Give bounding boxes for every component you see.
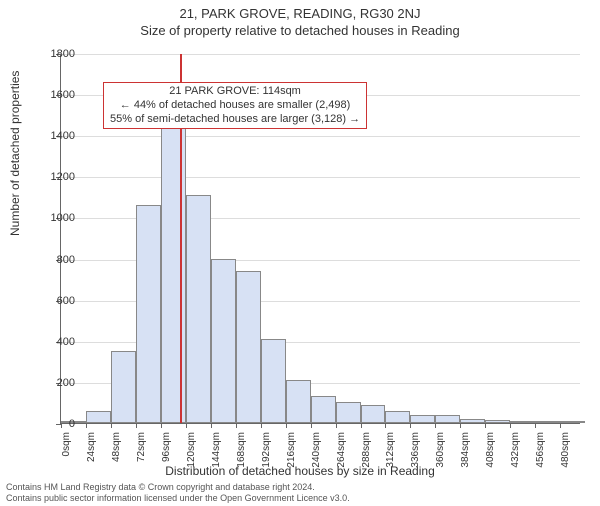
histogram-bar — [385, 411, 410, 423]
histogram-bar — [161, 123, 186, 423]
footer-line-1: Contains HM Land Registry data © Crown c… — [6, 482, 350, 493]
histogram-bar — [336, 402, 361, 423]
y-tick-label: 1000 — [35, 212, 75, 224]
histogram-bar — [236, 271, 261, 423]
x-tick-mark — [261, 423, 262, 428]
histogram-bar — [261, 339, 286, 423]
gridline — [61, 54, 580, 55]
annotation-line-2: ← 44% of detached houses are smaller (2,… — [110, 99, 360, 113]
x-tick-mark — [286, 423, 287, 428]
y-tick-label: 1200 — [35, 171, 75, 183]
x-tick-mark — [111, 423, 112, 428]
x-tick-mark — [385, 423, 386, 428]
y-tick-label: 400 — [35, 336, 75, 348]
gridline — [61, 177, 580, 178]
x-tick-mark — [86, 423, 87, 428]
x-tick-mark — [361, 423, 362, 428]
histogram-bar — [186, 195, 211, 423]
y-tick-label: 1600 — [35, 89, 75, 101]
annotation-line-3: 55% of semi-detached houses are larger (… — [110, 113, 360, 127]
y-tick-label: 0 — [35, 418, 75, 430]
histogram-bar — [560, 421, 585, 423]
histogram-bar — [410, 415, 435, 423]
chart-subtitle: Size of property relative to detached ho… — [0, 23, 600, 38]
y-tick-label: 800 — [35, 254, 75, 266]
histogram-bar — [460, 419, 485, 423]
histogram-bar — [510, 421, 535, 423]
footer-line-2: Contains public sector information licen… — [6, 493, 350, 504]
y-tick-label: 200 — [35, 377, 75, 389]
histogram-bar — [286, 380, 311, 423]
histogram-bar — [535, 421, 560, 423]
x-axis-label: Distribution of detached houses by size … — [0, 464, 600, 478]
y-axis-label: Number of detached properties — [8, 71, 22, 236]
x-tick-mark — [485, 423, 486, 428]
x-tick-mark — [560, 423, 561, 428]
histogram-bar — [111, 351, 136, 423]
x-tick-mark — [435, 423, 436, 428]
gridline — [61, 136, 580, 137]
x-tick-mark — [535, 423, 536, 428]
x-tick-mark — [161, 423, 162, 428]
chart-area: 0sqm24sqm48sqm72sqm96sqm120sqm144sqm168s… — [60, 54, 580, 424]
histogram-bar — [435, 415, 460, 423]
footer-attribution: Contains HM Land Registry data © Crown c… — [6, 482, 350, 504]
histogram-bar — [311, 396, 336, 423]
x-tick-mark — [510, 423, 511, 428]
histogram-bar — [485, 420, 510, 423]
x-tick-mark — [186, 423, 187, 428]
histogram-bar — [361, 405, 386, 424]
annotation-box: 21 PARK GROVE: 114sqm← 44% of detached h… — [103, 82, 367, 129]
x-tick-mark — [211, 423, 212, 428]
annotation-line-1: 21 PARK GROVE: 114sqm — [110, 85, 360, 99]
x-tick-mark — [311, 423, 312, 428]
y-tick-label: 1400 — [35, 130, 75, 142]
y-tick-label: 600 — [35, 295, 75, 307]
x-tick-mark — [236, 423, 237, 428]
chart-title: 21, PARK GROVE, READING, RG30 2NJ — [0, 6, 600, 21]
histogram-bar — [86, 411, 111, 423]
y-tick-label: 1800 — [35, 48, 75, 60]
x-tick-mark — [136, 423, 137, 428]
x-tick-mark — [336, 423, 337, 428]
plot-region: 0sqm24sqm48sqm72sqm96sqm120sqm144sqm168s… — [60, 54, 580, 424]
x-tick-mark — [460, 423, 461, 428]
histogram-bar — [136, 205, 161, 423]
histogram-bar — [211, 259, 236, 423]
x-tick-mark — [410, 423, 411, 428]
